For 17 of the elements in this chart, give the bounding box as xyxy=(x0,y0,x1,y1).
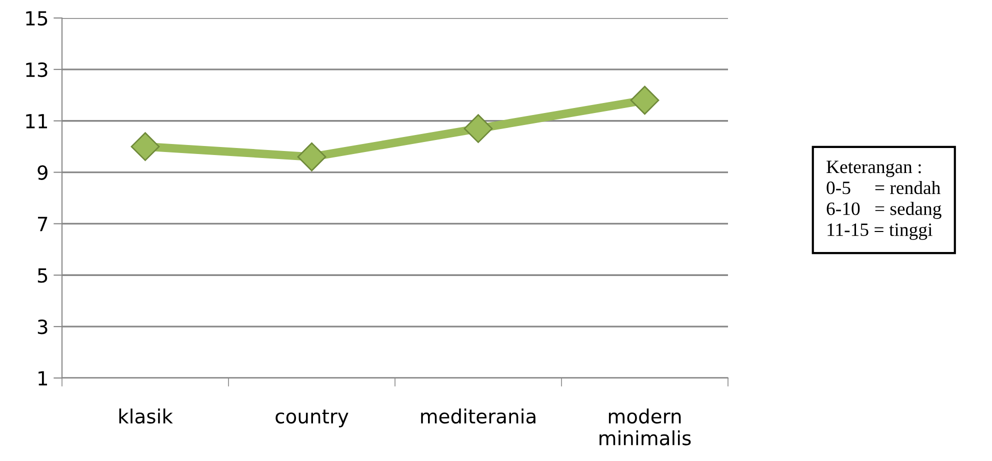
text: Keterangan : 0-5 = rendah 6-10 = sedang 11-15 = tinggi xyxy=(826,160,942,240)
point xyxy=(464,114,493,144)
y-tick-label: 13 xyxy=(26,62,48,78)
x-tick-label: mediterania xyxy=(421,408,536,424)
y-tick-label: 5 xyxy=(38,268,48,283)
y-tick-label: 15 xyxy=(26,11,48,26)
point xyxy=(630,86,660,115)
y-tick-label: 3 xyxy=(38,320,48,334)
y-tick-label: 1 xyxy=(38,371,48,386)
x-tick-label: klasik xyxy=(119,408,173,424)
point xyxy=(297,142,326,172)
x-tick-label: modern minimalis xyxy=(600,408,691,446)
y-tick-label: 11 xyxy=(26,114,48,128)
y-tick-label: 9 xyxy=(38,165,48,180)
point xyxy=(130,132,160,162)
y-tick-label: 7 xyxy=(38,216,48,232)
x-tick-label: country xyxy=(276,410,348,428)
